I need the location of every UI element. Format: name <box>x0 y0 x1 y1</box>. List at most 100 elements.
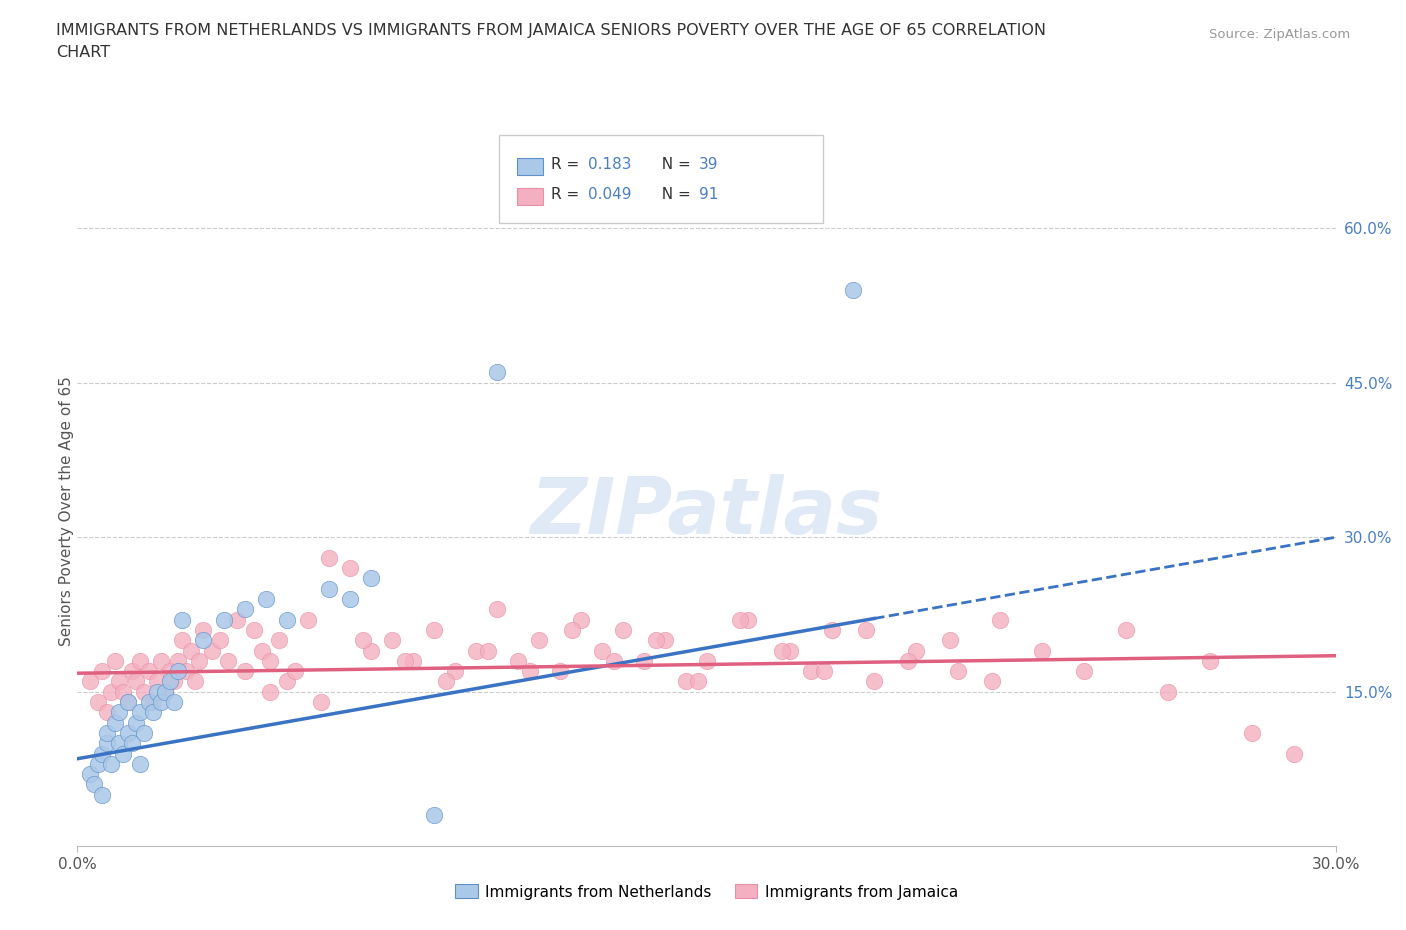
Point <box>142 705 165 720</box>
Point <box>129 705 152 720</box>
Point <box>91 788 114 803</box>
Point <box>125 715 148 730</box>
Point <box>159 664 181 679</box>
Point <box>150 695 173 710</box>
Point <box>208 632 231 647</box>
Point <box>436 674 458 689</box>
Point <box>360 644 382 658</box>
Point <box>1073 664 1095 679</box>
Point <box>100 756 122 771</box>
Point <box>96 725 118 740</box>
Point <box>242 622 264 637</box>
Point <box>297 612 319 627</box>
Point <box>1031 644 1053 658</box>
Point <box>897 654 920 669</box>
Point <box>737 612 759 627</box>
Point <box>146 674 169 689</box>
Point <box>259 654 281 669</box>
Point <box>83 777 105 792</box>
Point <box>603 654 626 669</box>
Text: 39: 39 <box>699 157 718 172</box>
Point <box>477 644 499 658</box>
Point <box>309 695 332 710</box>
Point <box>645 632 668 647</box>
Point <box>381 632 404 647</box>
Point <box>159 674 181 689</box>
Text: 91: 91 <box>699 187 718 203</box>
Point <box>112 684 135 699</box>
Point <box>863 674 886 689</box>
Point <box>276 612 298 627</box>
Point <box>948 664 970 679</box>
Point <box>423 622 446 637</box>
Point <box>569 612 592 627</box>
Point <box>217 654 239 669</box>
Point <box>339 561 361 576</box>
Text: ZIPatlas: ZIPatlas <box>530 473 883 550</box>
Point <box>527 632 550 647</box>
Text: R =: R = <box>551 157 585 172</box>
Point <box>444 664 467 679</box>
Y-axis label: Seniors Poverty Over the Age of 65: Seniors Poverty Over the Age of 65 <box>59 377 73 646</box>
Point <box>163 674 186 689</box>
Point <box>394 654 416 669</box>
Point <box>318 551 340 565</box>
Point <box>87 756 110 771</box>
Point <box>112 746 135 761</box>
Point <box>163 695 186 710</box>
Point <box>612 622 634 637</box>
Point <box>464 644 486 658</box>
Point <box>87 695 110 710</box>
Point <box>233 602 256 617</box>
Point <box>176 664 198 679</box>
Point <box>150 654 173 669</box>
Point <box>318 581 340 596</box>
Point <box>191 632 215 647</box>
Point <box>352 632 374 647</box>
Point <box>172 632 194 647</box>
Point <box>104 715 127 730</box>
Point <box>519 664 541 679</box>
Point <box>108 674 131 689</box>
Point <box>172 612 194 627</box>
Point <box>129 654 152 669</box>
Point <box>91 664 114 679</box>
Point <box>96 736 118 751</box>
Text: 0.049: 0.049 <box>588 187 631 203</box>
Point <box>485 602 508 617</box>
Point <box>104 654 127 669</box>
Point <box>485 365 508 379</box>
Point <box>1157 684 1180 699</box>
Point <box>117 695 139 710</box>
Point <box>813 664 835 679</box>
Point <box>96 705 118 720</box>
Point <box>675 674 697 689</box>
Point <box>155 684 177 699</box>
Point <box>125 674 148 689</box>
Point <box>100 684 122 699</box>
Point <box>108 705 131 720</box>
Point <box>1240 725 1263 740</box>
Text: N =: N = <box>652 157 696 172</box>
Point <box>155 684 177 699</box>
Point <box>591 644 613 658</box>
Point <box>138 695 160 710</box>
Point <box>91 746 114 761</box>
Point <box>180 644 202 658</box>
Point <box>167 664 190 679</box>
Point <box>184 674 207 689</box>
Point <box>129 756 152 771</box>
Point <box>108 736 131 751</box>
Point <box>138 664 160 679</box>
Point <box>146 684 169 699</box>
Point <box>1282 746 1305 761</box>
Point <box>142 695 165 710</box>
Point <box>821 622 844 637</box>
Point <box>688 674 710 689</box>
Point <box>259 684 281 699</box>
Point <box>561 622 583 637</box>
Point <box>779 644 801 658</box>
Point <box>167 654 190 669</box>
Text: R =: R = <box>551 187 585 203</box>
Text: CHART: CHART <box>56 45 110 60</box>
